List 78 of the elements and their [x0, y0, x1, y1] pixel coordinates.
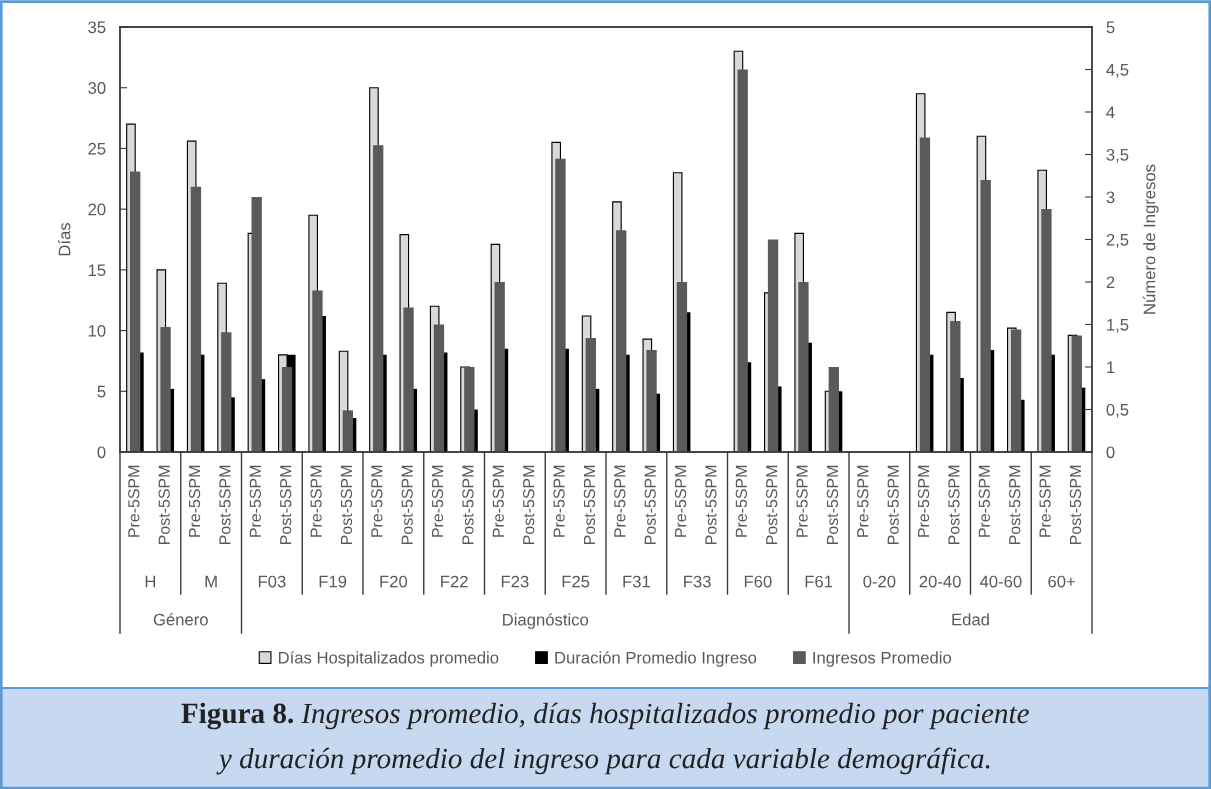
y-tick-label: 5 [97, 385, 106, 398]
category-label: F20 [380, 575, 408, 588]
category-label: Post-5SPM [583, 465, 596, 544]
category-label: F03 [258, 575, 286, 588]
category-label: Post-5SPM [401, 465, 413, 544]
category-label: 0-20 [863, 575, 896, 588]
category-label: Post-5SPM [219, 465, 231, 544]
category-label: 40-60 [979, 575, 1022, 588]
y2-tick-label: 5 [1106, 21, 1115, 34]
category-label: Post-5SPM [280, 465, 292, 544]
category-label: Pre-5SPM [371, 465, 383, 537]
category-label: Pre-5SPM [128, 465, 140, 537]
text: Figura 8. [181, 702, 293, 730]
category-label: Pre-5SPM [796, 465, 808, 537]
category-label: Post-5SPM [523, 465, 535, 544]
category-label: Género [153, 613, 208, 626]
y-tick-label: 35 [88, 21, 106, 34]
category-label: Pre-5SPM [917, 465, 930, 537]
y-tick-label: 30 [88, 82, 106, 94]
y-tick-label: 0 [97, 446, 106, 459]
category-label: F33 [684, 575, 711, 588]
y2-axis-title: Número de Ingresos [1142, 164, 1159, 314]
category-label: F19 [319, 575, 347, 588]
category-label: 20-40 [919, 575, 961, 588]
category-label: Post-5SPM [826, 465, 839, 544]
y2-tick-label: 4 [1106, 106, 1115, 119]
y2-tick-label: 0,5 [1106, 403, 1129, 418]
y-tick-label: 15 [88, 264, 106, 277]
category-label: H [145, 575, 156, 588]
y-tick-label: 25 [88, 142, 106, 155]
category-label: Pre-5SPM [310, 465, 322, 537]
category-label: Post-5SPM [1009, 465, 1021, 544]
category-label: F23 [501, 575, 529, 588]
category-label: F60 [744, 575, 772, 588]
legend-label: Días Hospitalizados promedio [278, 651, 499, 667]
category-label: Pre-5SPM [553, 465, 565, 537]
category-label: Post-5SPM [644, 465, 656, 544]
category-label: Pre-5SPM [431, 465, 444, 537]
y2-tick-label: 2,5 [1106, 233, 1129, 248]
y2-tick-label: 0 [1106, 446, 1115, 459]
category-label: Post-5SPM [766, 465, 778, 544]
category-label: Pre-5SPM [978, 465, 990, 537]
category-label: Pre-5SPM [674, 465, 687, 537]
y2-tick-label: 4,5 [1106, 64, 1129, 78]
y-tick-label: 10 [88, 324, 106, 337]
category-label: 60+ [1048, 575, 1075, 588]
category-label: Post-5SPM [462, 465, 474, 544]
y2-tick-label: 3 [1106, 191, 1115, 204]
category-label: Post-5SPM [1069, 465, 1082, 544]
category-label: Pre-5SPM [857, 465, 869, 537]
category-label: Edad [952, 613, 989, 626]
category-label: Diagnóstico [503, 613, 589, 629]
category-label: Pre-5SPM [249, 465, 261, 537]
y-axis-title: Días [57, 222, 71, 256]
category-label: Pre-5SPM [1039, 465, 1051, 537]
category-label: Post-5SPM [158, 465, 170, 544]
category-label: F31 [623, 575, 650, 588]
y2-tick-label: 2 [1106, 276, 1115, 289]
category-label: Post-5SPM [948, 465, 960, 544]
category-label: Pre-5SPM [188, 465, 201, 537]
category-label: Pre-5SPM [735, 465, 747, 537]
text: y duración promedio del ingreso para cada variable demográfica. [216, 747, 990, 775]
category-label: F25 [562, 575, 590, 588]
legend-label: Ingresos Promedio [813, 651, 952, 667]
category-label: M [205, 575, 217, 588]
category-label: F61 [805, 575, 833, 588]
category-label: Post-5SPM [340, 465, 353, 544]
category-label: Post-5SPM [705, 465, 717, 544]
text: Ingresos promedio, días hospitalizados promedio por paciente [301, 702, 1029, 730]
y2-tick-label: 3,5 [1106, 148, 1129, 163]
y2-tick-label: 1 [1107, 361, 1115, 374]
category-label: Pre-5SPM [492, 465, 504, 537]
category-label: F22 [441, 575, 468, 588]
category-label: Pre-5SPM [614, 465, 626, 537]
legend-label: Duración Promedio Ingreso [555, 651, 757, 667]
y-tick-label: 20 [88, 203, 106, 216]
y2-tick-label: 1,5 [1107, 319, 1129, 333]
category-label: Post-5SPM [887, 465, 899, 544]
